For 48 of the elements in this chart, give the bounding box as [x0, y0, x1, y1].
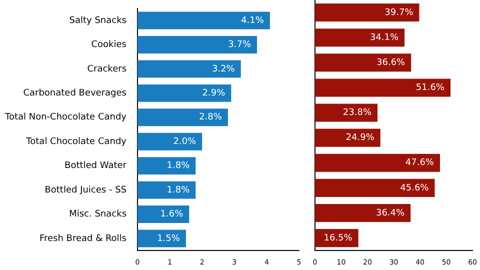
y-tick-label: Bottled Juices - SS	[44, 185, 127, 196]
data-label: 39.7%	[384, 8, 414, 18]
data-label: 1.6%	[160, 210, 184, 220]
data-label: 51.6%	[416, 83, 445, 94]
y-tick-label: Cookies	[91, 40, 127, 50]
y-tick-label: Crackers	[87, 64, 127, 74]
bar	[315, 78, 450, 97]
bar	[315, 178, 435, 197]
data-label: 3.2%	[212, 64, 236, 74]
bar	[315, 4, 420, 22]
data-label: 3.7%	[228, 40, 252, 50]
bar	[315, 28, 405, 47]
y-tick-label: Total Non-Chocolate Candy	[4, 112, 128, 123]
data-label: 1.8%	[166, 185, 190, 196]
bar	[138, 108, 228, 126]
data-label: 2.8%	[199, 112, 222, 123]
data-label: 2.0%	[173, 136, 197, 147]
bar	[138, 84, 232, 102]
data-label: 23.8%	[342, 108, 372, 118]
y-tick-label: Salty Snacks	[69, 16, 127, 26]
data-label: 4.1%	[241, 16, 264, 26]
bar	[138, 157, 196, 175]
bar	[138, 181, 196, 199]
data-label: 24.9%	[346, 133, 375, 144]
bar	[315, 154, 440, 172]
data-label: 36.4%	[376, 208, 406, 218]
data-label: 45.6%	[400, 183, 430, 194]
data-label: 34.1%	[370, 32, 399, 43]
bar	[138, 60, 241, 78]
data-label: 36.6%	[376, 58, 406, 68]
data-label: 2.9%	[202, 88, 226, 99]
bar	[315, 204, 411, 222]
data-label: 47.6%	[405, 158, 434, 168]
bar	[138, 36, 258, 54]
bar	[138, 132, 202, 150]
data-label: 1.8%	[166, 161, 190, 172]
bar	[138, 12, 270, 30]
y-tick-label: Misc. Snacks	[69, 210, 127, 220]
data-label: 16.5%	[324, 233, 353, 244]
y-tick-label: Carbonated Beverages	[23, 88, 127, 99]
y-tick-label: Total Chocolate Candy	[25, 136, 128, 147]
data-label: 1.5%	[157, 234, 180, 244]
y-tick-label: Bottled Water	[64, 161, 127, 172]
bar	[315, 104, 378, 122]
bar	[315, 128, 380, 147]
bar	[315, 54, 412, 72]
bar	[138, 206, 190, 223]
y-tick-label: Fresh Bread & Rolls	[39, 234, 127, 244]
